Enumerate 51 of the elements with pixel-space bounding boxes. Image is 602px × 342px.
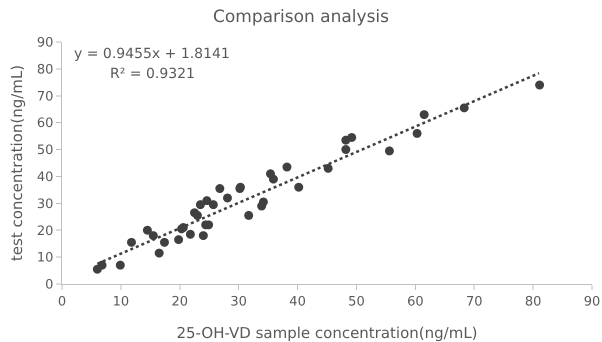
- x-tick-label: 0: [58, 294, 66, 310]
- point: [324, 164, 333, 173]
- point: [268, 174, 278, 184]
- x-tick-label: 30: [230, 294, 247, 310]
- x-tick-label: 20: [172, 294, 188, 310]
- point: [196, 200, 205, 210]
- point: [412, 128, 422, 138]
- y-axis-title: test concentration(ng/mL): [8, 64, 26, 262]
- y-tick-label: 20: [36, 224, 54, 239]
- point: [202, 196, 212, 206]
- y-tick-label: 80: [36, 62, 54, 78]
- point: [154, 248, 164, 258]
- x-tick-label: 80: [524, 294, 542, 310]
- point: [174, 235, 184, 244]
- y-tick-label: 60: [36, 116, 54, 132]
- x-axis-title: 25-OH-VD sample concentration(ng/mL): [176, 324, 478, 342]
- annotation: R² = 0.9321: [110, 66, 195, 82]
- point: [420, 110, 429, 120]
- point: [186, 230, 195, 239]
- x-tick-label: 40: [289, 294, 306, 310]
- x-tick-label: 50: [348, 294, 365, 310]
- point: [384, 146, 394, 156]
- point: [222, 193, 232, 202]
- y-tick-label: 50: [36, 143, 54, 158]
- point: [535, 80, 544, 90]
- x-tick-label: 90: [584, 294, 600, 310]
- point: [126, 238, 136, 247]
- y-tick-label: 30: [36, 196, 54, 212]
- annotation: y = 0.9455x + 1.8141: [74, 46, 230, 62]
- x-tick-label: 10: [112, 294, 130, 310]
- y-tick-label: 40: [36, 170, 54, 185]
- point: [347, 132, 356, 142]
- point: [258, 197, 268, 206]
- x-tick-label: 60: [407, 294, 424, 310]
- y-tick-label: 90: [36, 36, 54, 51]
- point: [215, 184, 224, 194]
- point: [142, 226, 152, 235]
- point: [294, 182, 304, 192]
- y-tick-label: 70: [36, 89, 54, 104]
- point: [341, 145, 350, 154]
- point: [160, 238, 169, 247]
- point: [192, 210, 202, 220]
- y-tick-label: 0: [45, 278, 54, 293]
- chart-title: Comparison analysis: [212, 7, 390, 28]
- point: [208, 200, 218, 210]
- y-tick-label: 10: [36, 250, 54, 266]
- x-tick-label: 70: [466, 294, 482, 310]
- point: [116, 260, 125, 270]
- point: [198, 231, 208, 240]
- point: [282, 162, 292, 172]
- point: [244, 210, 254, 220]
